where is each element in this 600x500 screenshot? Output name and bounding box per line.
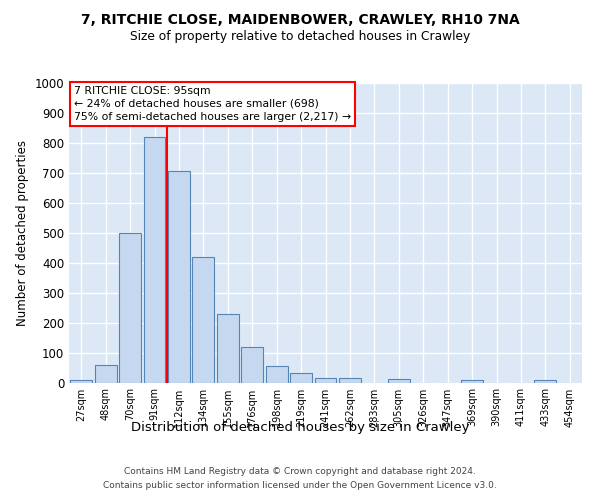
Text: Contains HM Land Registry data © Crown copyright and database right 2024.: Contains HM Land Registry data © Crown c… (124, 466, 476, 475)
Bar (193, 257, 214, 382)
Text: 7, RITCHIE CLOSE, MAIDENBOWER, CRAWLEY, RH10 7NA: 7, RITCHIE CLOSE, MAIDENBOWER, CRAWLEY, … (80, 12, 520, 26)
Bar (168, 170, 190, 382)
Bar (217, 314, 239, 382)
Bar (461, 380, 483, 382)
Bar (290, 372, 312, 382)
Bar (119, 232, 141, 382)
Bar (95, 366, 116, 382)
Text: 7 RITCHIE CLOSE: 95sqm
← 24% of detached houses are smaller (698)
75% of semi-de: 7 RITCHIE CLOSE: 95sqm ← 24% of detached… (74, 86, 351, 122)
Bar (314, 378, 337, 382)
Bar (143, 136, 166, 382)
Text: Contains public sector information licensed under the Open Government Licence v3: Contains public sector information licen… (103, 480, 497, 490)
Bar (339, 378, 361, 382)
Text: Distribution of detached houses by size in Crawley: Distribution of detached houses by size … (131, 421, 469, 434)
Bar (388, 378, 410, 382)
Bar (266, 366, 287, 382)
Bar (241, 348, 263, 382)
Y-axis label: Number of detached properties: Number of detached properties (16, 140, 29, 326)
Text: Size of property relative to detached houses in Crawley: Size of property relative to detached ho… (130, 30, 470, 43)
Bar (535, 380, 556, 382)
Bar (70, 380, 92, 382)
